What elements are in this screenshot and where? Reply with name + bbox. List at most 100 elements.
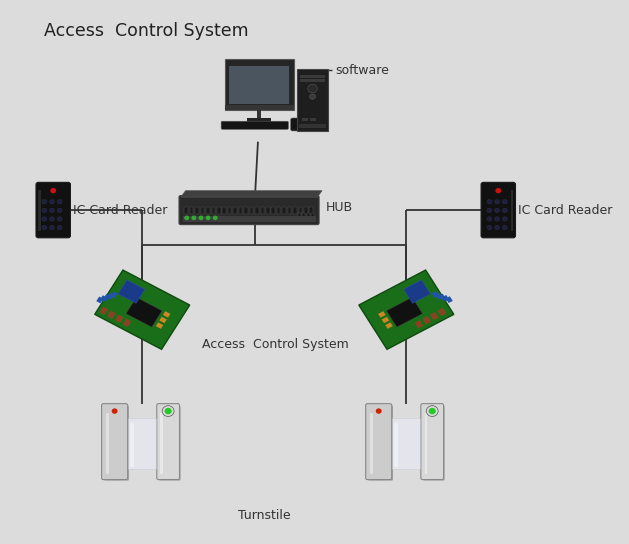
Bar [250,207,253,214]
Bar [309,207,313,214]
FancyBboxPatch shape [157,404,179,480]
Circle shape [57,217,62,221]
Circle shape [42,225,47,230]
Bar [271,207,275,214]
Bar [239,207,242,214]
Bar [233,207,237,214]
Text: Access  Control System: Access Control System [203,338,349,351]
Polygon shape [115,314,124,323]
Bar [230,66,289,104]
Bar [260,207,264,214]
Bar [225,105,294,110]
Text: Turnstile: Turnstile [238,509,290,522]
FancyBboxPatch shape [221,121,288,129]
Bar [223,207,226,214]
Bar [184,207,188,214]
FancyBboxPatch shape [297,69,328,131]
Polygon shape [99,307,108,315]
Bar [302,118,308,121]
FancyBboxPatch shape [101,404,128,480]
FancyBboxPatch shape [104,406,129,481]
FancyBboxPatch shape [179,195,319,225]
Circle shape [50,208,54,213]
Circle shape [428,408,436,415]
Polygon shape [95,270,190,349]
Bar [106,412,109,474]
Circle shape [487,225,492,230]
Circle shape [487,208,492,213]
Circle shape [50,188,56,193]
Bar [38,190,41,231]
Polygon shape [103,294,111,301]
Polygon shape [100,295,107,302]
Bar [255,207,259,214]
Polygon shape [359,270,454,349]
Bar [244,207,248,214]
Bar [282,207,286,214]
Polygon shape [382,317,389,323]
Circle shape [50,217,54,221]
FancyBboxPatch shape [421,404,443,480]
Circle shape [112,409,118,414]
Circle shape [57,225,62,230]
Text: PC: PC [311,96,328,109]
Circle shape [495,188,501,193]
Polygon shape [378,311,386,318]
Polygon shape [181,191,322,197]
Circle shape [192,216,196,219]
Circle shape [199,216,203,219]
Circle shape [495,208,499,213]
FancyBboxPatch shape [159,406,181,481]
Bar [392,418,420,469]
Polygon shape [431,291,438,298]
Circle shape [206,216,210,219]
Polygon shape [96,296,103,304]
Circle shape [503,225,507,230]
Polygon shape [159,317,167,323]
Circle shape [308,84,317,93]
Bar [190,207,193,214]
Bar [217,207,221,214]
Bar [201,207,204,214]
Polygon shape [442,295,449,302]
Bar [511,190,513,231]
Circle shape [376,409,382,414]
Bar [299,207,302,214]
Circle shape [495,217,499,221]
Polygon shape [107,293,114,300]
Bar [300,79,325,82]
Circle shape [503,217,507,221]
Bar [299,123,326,128]
FancyBboxPatch shape [365,404,392,480]
Bar [160,412,164,474]
Circle shape [487,217,492,221]
Bar [311,213,314,219]
Bar [195,207,199,214]
Bar [206,207,209,214]
Text: HUB: HUB [326,201,353,214]
Bar [425,412,428,474]
Bar [211,207,215,214]
Bar [257,110,261,119]
Polygon shape [415,320,423,329]
Polygon shape [386,298,423,327]
Circle shape [57,208,62,213]
FancyBboxPatch shape [368,406,393,481]
Bar [310,118,316,121]
Polygon shape [446,296,453,303]
Circle shape [50,200,54,204]
Bar [182,216,316,222]
Circle shape [495,200,499,204]
Text: software: software [335,64,389,77]
Circle shape [42,200,47,204]
Polygon shape [385,323,392,329]
Bar [128,418,156,469]
Bar [370,412,373,474]
Bar [287,207,291,214]
Circle shape [503,200,507,204]
Polygon shape [422,316,431,324]
Bar [304,207,308,214]
FancyBboxPatch shape [481,182,516,238]
Circle shape [503,208,507,213]
Circle shape [495,225,499,230]
